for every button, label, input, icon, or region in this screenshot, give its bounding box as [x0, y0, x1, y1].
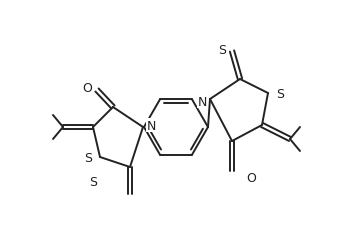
Text: N: N	[197, 95, 207, 108]
Text: O: O	[246, 171, 256, 184]
Text: O: O	[82, 81, 92, 94]
Text: S: S	[84, 151, 92, 164]
Text: S: S	[218, 43, 226, 56]
Text: S: S	[276, 87, 284, 100]
Text: N: N	[146, 119, 156, 132]
Text: S: S	[89, 176, 97, 189]
